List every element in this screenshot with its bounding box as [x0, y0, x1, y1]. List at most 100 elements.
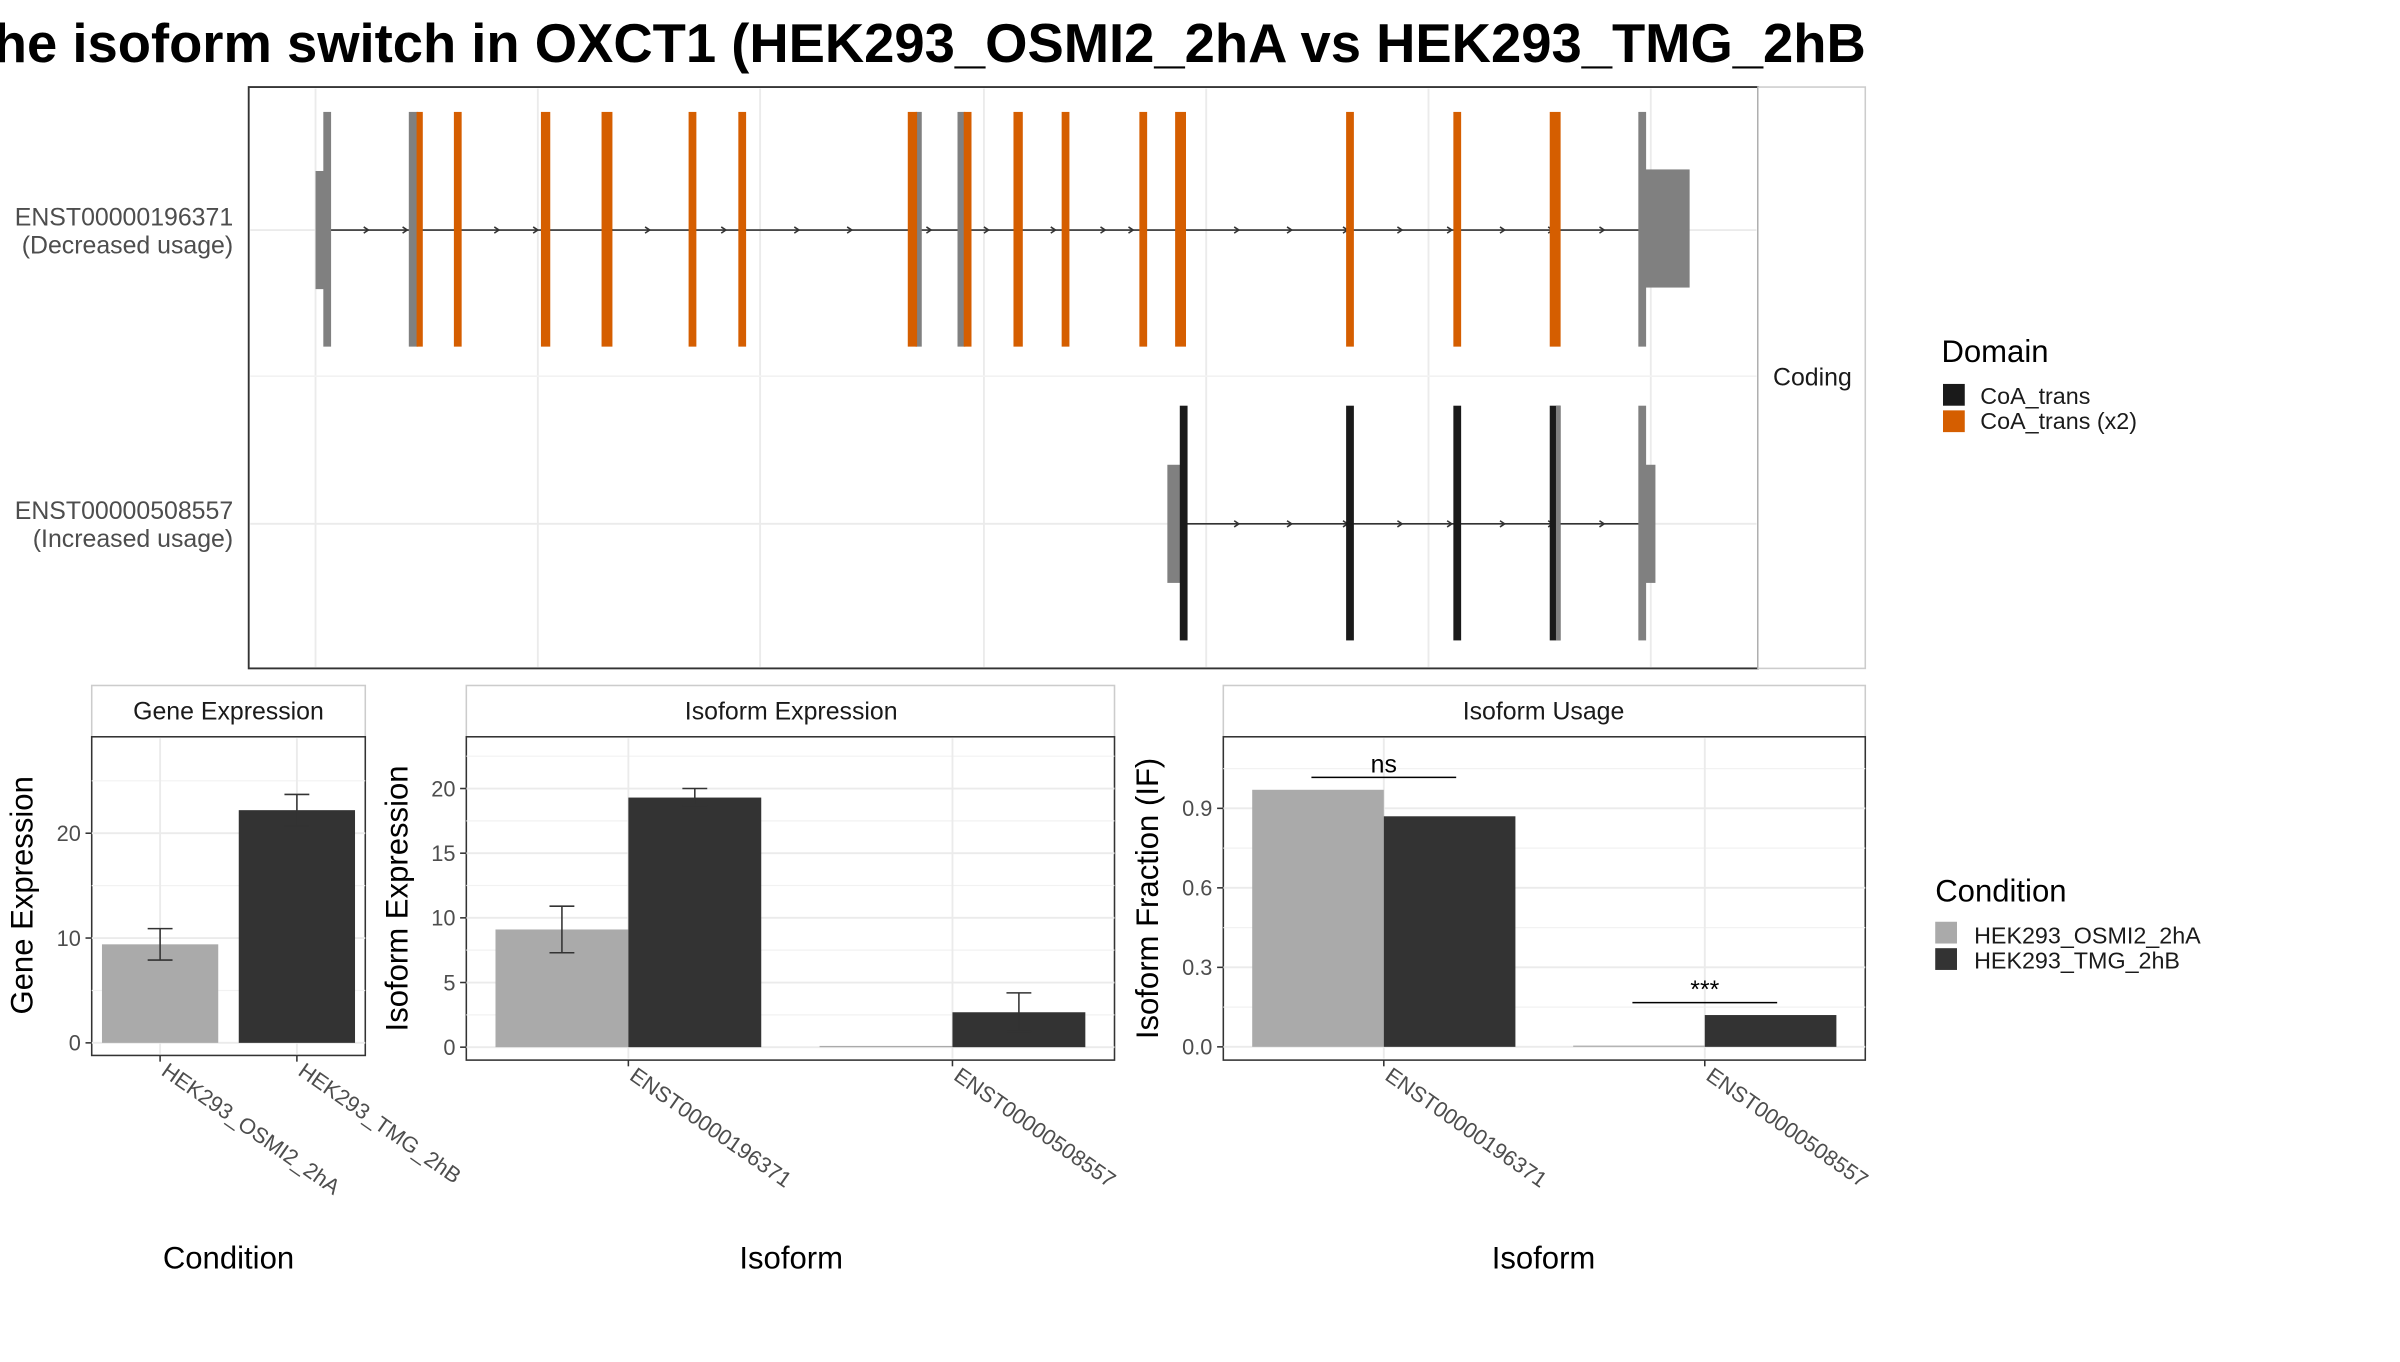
transcript-2-exon	[1638, 405, 1647, 641]
x-tick-label: ENST00000196371	[1381, 1062, 1552, 1192]
intron-direction-arrow	[1286, 226, 1294, 234]
y-tick-label: 0.3	[1182, 955, 1212, 980]
transcript-1-domain-exon-coa-trans-x2	[540, 111, 551, 347]
significance-label: ns	[1371, 751, 1397, 779]
intron-direction-arrow	[532, 226, 540, 234]
intron-direction-arrow	[720, 226, 728, 234]
gene-expression-x-axis-title: Condition	[163, 1240, 294, 1275]
transcript-tracks	[315, 111, 1690, 641]
transcript-1-domain-exon-coa-trans-x2	[963, 111, 972, 347]
domain-legend-swatch-coa-trans-x2	[1943, 410, 1965, 433]
isoform-usage-y-axis-title: Isoform Fraction (IF)	[1130, 758, 1165, 1039]
bar	[1573, 1045, 1705, 1047]
intron-direction-arrow	[1050, 226, 1057, 234]
coding-strip-label: Coding	[1773, 363, 1852, 391]
intron-direction-arrow	[1499, 520, 1507, 528]
domain-legend-swatch-coa-trans	[1943, 383, 1965, 406]
significance-label: ***	[1690, 976, 1719, 1004]
intron-direction-arrow	[1446, 226, 1454, 234]
intron-direction-arrow	[1396, 226, 1404, 234]
bar	[1704, 1015, 1837, 1047]
intron-direction-arrow	[1499, 226, 1507, 234]
transcript-2-id-label: ENST00000508557	[15, 497, 233, 525]
intron-direction-arrow	[493, 226, 501, 234]
bar	[819, 1045, 953, 1048]
transcript-1-domain-exon-coa-trans-x2	[1346, 111, 1354, 347]
isoform-usage-x-ticks: ENST00000196371 ENST00000508557	[1381, 1060, 1873, 1192]
isoform-usage-chart: Isoform Usage ns *** 0.0 0.3 0.6 0.9 ENST000…	[1130, 684, 1873, 1275]
intron-direction-arrow	[1446, 520, 1454, 528]
isoform-expression-y-ticks: 0 5 10 15 20	[431, 776, 467, 1060]
transcript-panel-frame	[247, 86, 1759, 670]
transcript-1-domain-exon-coa-trans-x2	[688, 111, 697, 347]
y-tick-label: 5	[443, 970, 455, 995]
transcript-1-domain-exon-coa-trans-x2	[907, 111, 918, 347]
transcript-1-exon	[957, 111, 966, 347]
isoform-usage-y-ticks: 0.0 0.3 0.6 0.9	[1182, 796, 1224, 1060]
isoform-expression-strip-title: Isoform Expression	[685, 698, 898, 726]
transcript-1-exon	[1638, 111, 1647, 347]
intron-direction-arrow	[1286, 520, 1294, 528]
bar	[238, 810, 356, 1043]
domain-legend-label-coa-trans: CoA_trans	[1980, 383, 2090, 409]
condition-legend-swatch-tmg	[1935, 948, 1957, 970]
domain-legend-title: Domain	[1941, 334, 2048, 369]
y-tick-label: 0	[443, 1035, 455, 1060]
condition-legend: Condition HEK293_OSMI2_2hA HEK293_TMG_2h…	[1935, 874, 2201, 974]
transcript-2-domain-exon-coa-trans	[1179, 405, 1188, 641]
transcript-2-domain-exon-coa-trans	[1549, 405, 1561, 641]
bar	[1383, 816, 1516, 1047]
x-tick-label: ENST00000508557	[1702, 1062, 1873, 1192]
y-tick-label: 0.0	[1182, 1035, 1212, 1060]
coding-strip-box	[1757, 86, 1867, 670]
transcript-1-domain-exon-coa-trans-x2	[1453, 111, 1462, 347]
isoform-expression-x-axis-title: Isoform	[739, 1240, 843, 1275]
transcript-2-domain-exon-coa-trans	[1453, 405, 1462, 641]
isoform-usage-bars	[1252, 789, 1837, 1047]
isoform-expression-y-axis-title: Isoform Expression	[379, 765, 414, 1031]
gene-expression-y-ticks: 0 10 20	[57, 821, 92, 1056]
bar	[628, 797, 762, 1048]
isoform-usage-x-axis-title: Isoform	[1492, 1240, 1596, 1275]
y-tick-label: 15	[431, 841, 455, 866]
condition-legend-label-tmg: HEK293_TMG_2hB	[1974, 947, 2180, 973]
transcript-1-utr-exon	[315, 170, 327, 290]
transcript-1-domain-exon-coa-trans-x2	[1549, 111, 1561, 347]
intron-direction-arrow	[363, 226, 370, 234]
transcript-1-usage-label: (Decreased usage)	[22, 231, 233, 259]
isoform-expression-chart: Isoform Expression 0 5 10 15 20 ENST00000196…	[379, 684, 1120, 1275]
bar	[1252, 789, 1384, 1047]
x-tick-label: ENST00000508557	[950, 1062, 1121, 1192]
y-tick-label: 20	[431, 776, 455, 801]
intron-direction-arrow	[1128, 226, 1135, 234]
condition-legend-label-osmi2: HEK293_OSMI2_2hA	[1974, 923, 2201, 949]
isoform-usage-strip-title: Isoform Usage	[1463, 698, 1625, 726]
transcript-1-domain-exon-coa-trans-x2	[1139, 111, 1148, 347]
y-tick-label: 0	[69, 1031, 81, 1056]
intron-direction-arrow	[644, 226, 652, 234]
isoform-expression-error-bars	[549, 787, 1032, 1033]
intron-direction-arrow	[793, 226, 801, 234]
gene-expression-error-bars	[147, 793, 310, 961]
transcript-2-utr-exon	[1167, 464, 1182, 583]
intron-direction-arrow	[983, 226, 990, 234]
condition-legend-title: Condition	[1935, 874, 2066, 909]
gene-expression-y-axis-title: Gene Expression	[5, 776, 40, 1014]
transcript-1-exon	[915, 111, 922, 347]
gene-expression-bars	[101, 810, 356, 1043]
y-tick-label: 0.6	[1182, 876, 1212, 901]
isoform-expression-x-ticks: ENST00000196371 ENST00000508557	[625, 1060, 1120, 1192]
intron-direction-arrow	[1396, 520, 1404, 528]
transcript-1-domain-exon-coa-trans-x2	[1061, 111, 1070, 347]
y-tick-label: 20	[57, 821, 81, 846]
condition-legend-swatch-osmi2	[1935, 921, 1957, 944]
intron-direction-arrow	[1233, 226, 1241, 234]
isoform-expression-strip	[465, 684, 1116, 738]
isoform-expression-bars	[495, 797, 1086, 1048]
transcript-2-utr-exon	[1643, 464, 1656, 583]
transcript-structure-panel: Coding ENST00000196371 (Decreased usage)…	[15, 86, 1867, 670]
